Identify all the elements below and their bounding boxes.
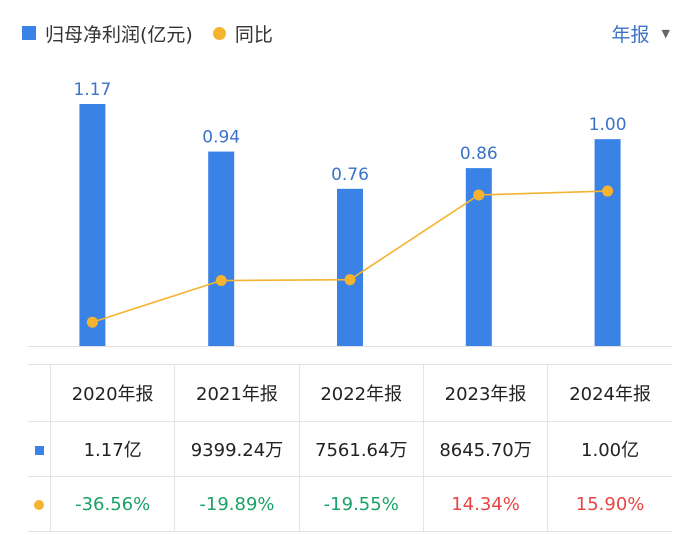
- line-legend-icon: [212, 26, 226, 40]
- bar-data-label: 0.76: [331, 165, 369, 185]
- yoy-cell: -36.56%: [49, 476, 176, 532]
- table-header-cell: 2023年报: [422, 364, 549, 422]
- header-marker-cell: [28, 364, 51, 422]
- yoy-point-2020年报: [86, 316, 98, 328]
- period-selector[interactable]: 年报 ▼: [612, 18, 670, 48]
- net-profit-cell: 8645.70万: [422, 421, 549, 477]
- net-profit-cell: 7561.64万: [298, 421, 424, 477]
- table-row-yoy: -36.56% -19.89% -19.55% 14.34% 15.90%: [28, 476, 672, 532]
- line-legend-label: 同比: [234, 23, 273, 46]
- chevron-down-icon: ▼: [661, 26, 670, 40]
- bar-data-label: 1.17: [73, 80, 111, 100]
- bar-data-label: 0.94: [202, 128, 240, 148]
- yoy-point-2023年报: [473, 189, 485, 201]
- bar-legend-label: 归母净利润(亿元): [45, 23, 193, 46]
- bar-2021年报: [208, 151, 235, 346]
- bar-data-label: 1.00: [589, 115, 627, 135]
- bar-legend-icon: [22, 26, 36, 40]
- yoy-cell: -19.55%: [298, 476, 424, 532]
- table-header-cell: 2020年报: [49, 364, 176, 422]
- chart-canvas: 1.17 0.94 0.76 0.86 1.00: [28, 80, 672, 347]
- table-row-net-profit: 1.17亿 9399.24万 7561.64万 8645.70万 1.00亿: [28, 421, 672, 477]
- data-table: 2020年报 2021年报 2022年报 2023年报 2024年报 1.17亿…: [28, 364, 672, 532]
- yoy-cell: 15.90%: [547, 476, 672, 532]
- yoy-cell: 14.34%: [422, 476, 549, 532]
- net-profit-cell: 1.17亿: [49, 421, 176, 477]
- bar-2024年报: [594, 139, 621, 346]
- net-profit-cell: 9399.24万: [174, 421, 300, 477]
- table-header-cell: 2021年报: [174, 364, 300, 422]
- bar-2022年报: [337, 188, 363, 346]
- net-profit-marker-cell: [28, 421, 51, 477]
- yoy-cell: -19.89%: [174, 476, 300, 532]
- line-series-icon: [34, 499, 44, 510]
- period-selector-value: 年报: [611, 23, 650, 46]
- net-profit-cell: 1.00亿: [547, 421, 672, 477]
- yoy-point-2022年报: [344, 274, 356, 286]
- yoy-marker-cell: [28, 476, 51, 532]
- chart-legend: 归母净利润(亿元) 同比: [22, 18, 273, 48]
- bar-data-label: 0.86: [460, 144, 498, 164]
- yoy-point-2024年报: [602, 185, 614, 197]
- table-header-cell: 2022年报: [298, 364, 424, 422]
- table-header-cell: 2024年报: [547, 364, 672, 422]
- yoy-point-2021年报: [215, 275, 227, 287]
- bar-series-icon: [34, 445, 44, 455]
- bar-2020年报: [79, 104, 106, 346]
- table-header-row: 2020年报 2021年报 2022年报 2023年报 2024年报: [28, 364, 672, 422]
